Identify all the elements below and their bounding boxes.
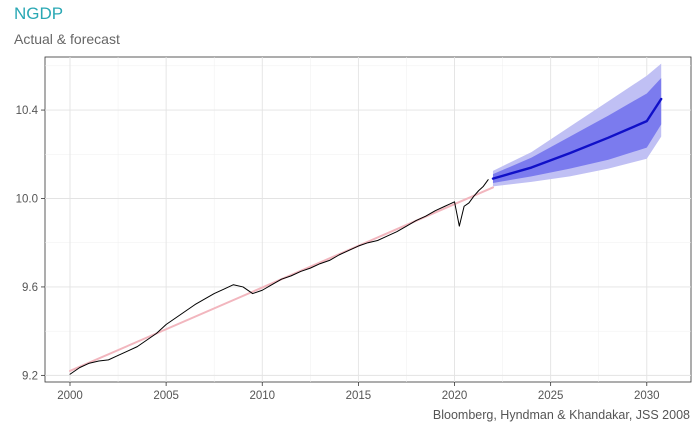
x-tick-label: 2030: [634, 390, 660, 402]
actual-line: [69, 179, 489, 375]
x-tick-label: 2000: [57, 390, 83, 402]
y-tick-label: 9.2: [22, 370, 38, 382]
interval-80-band: [492, 78, 662, 184]
y-tick-label: 10.0: [16, 193, 38, 205]
plot-border: [44, 56, 692, 383]
y-tick-label: 9.6: [22, 282, 38, 294]
x-axis: 2000 2005 2010 2015 2020 2025 2030: [57, 382, 660, 402]
x-tick-label: 2010: [249, 390, 275, 402]
forecast-intervals: [492, 63, 662, 187]
chart-title: NGDP: [14, 4, 64, 23]
y-axis: 9.2 9.6 10.0 10.4: [16, 105, 45, 382]
series-lines: [68, 97, 663, 375]
forecast-line: [491, 97, 663, 180]
y-tick-label: 10.4: [16, 105, 39, 117]
x-tick-label: 2015: [346, 390, 372, 402]
x-tick-label: 2025: [538, 390, 564, 402]
chart-subtitle: Actual & forecast: [14, 31, 120, 47]
x-tick-label: 2020: [442, 390, 468, 402]
x-tick-label: 2005: [153, 390, 179, 402]
chart-caption: Bloomberg, Hyndman & Khandakar, JSS 2008: [432, 408, 690, 422]
